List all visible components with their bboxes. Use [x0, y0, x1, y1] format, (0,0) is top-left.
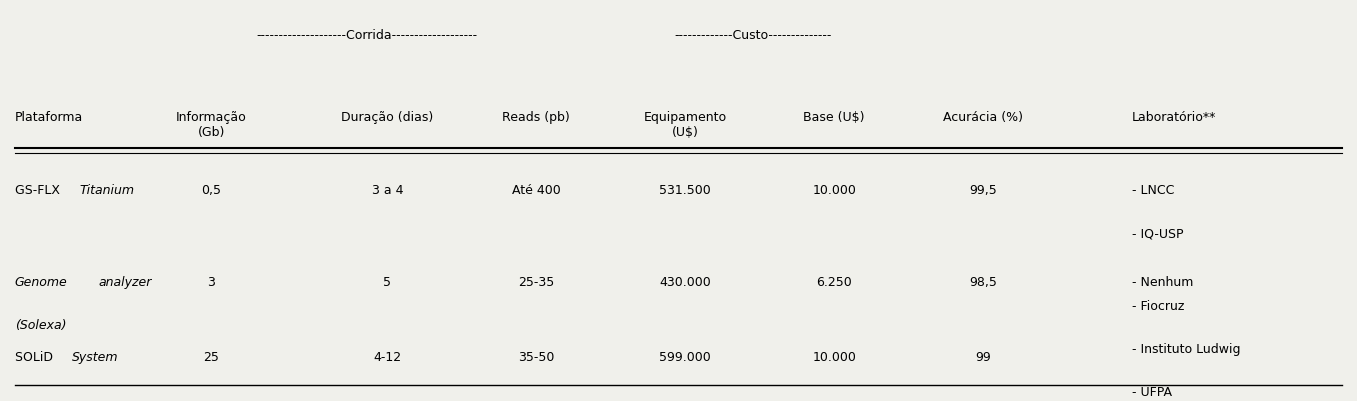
- Text: - IQ-USP: - IQ-USP: [1132, 227, 1183, 239]
- Text: 0,5: 0,5: [201, 183, 221, 196]
- Text: System: System: [72, 350, 118, 363]
- Text: --------------------Corrida-------------------: --------------------Corrida-------------…: [256, 29, 478, 42]
- Text: 35-50: 35-50: [518, 350, 555, 363]
- Text: SOLiD: SOLiD: [15, 350, 57, 363]
- Text: 25: 25: [204, 350, 220, 363]
- Text: (Solexa): (Solexa): [15, 318, 66, 331]
- Text: Informação
(Gb): Informação (Gb): [176, 111, 247, 139]
- Text: -------------Custo--------------: -------------Custo--------------: [674, 29, 832, 42]
- Text: 10.000: 10.000: [813, 183, 856, 196]
- Text: 25-35: 25-35: [518, 275, 555, 288]
- Text: Até 400: Até 400: [512, 183, 560, 196]
- Text: Acurácia (%): Acurácia (%): [943, 111, 1023, 124]
- Text: 99,5: 99,5: [969, 183, 997, 196]
- Text: Plataforma: Plataforma: [15, 111, 83, 124]
- Text: 430.000: 430.000: [660, 275, 711, 288]
- Text: 3: 3: [208, 275, 216, 288]
- Text: Genome: Genome: [15, 275, 68, 288]
- Text: Titanium: Titanium: [80, 183, 134, 196]
- Text: 3 a 4: 3 a 4: [372, 183, 403, 196]
- Text: Laboratório**: Laboratório**: [1132, 111, 1216, 124]
- Text: - Nenhum: - Nenhum: [1132, 275, 1194, 288]
- Text: 5: 5: [383, 275, 391, 288]
- Text: Duração (dias): Duração (dias): [341, 111, 433, 124]
- Text: 531.500: 531.500: [660, 183, 711, 196]
- Text: - UFPA: - UFPA: [1132, 385, 1172, 398]
- Text: 98,5: 98,5: [969, 275, 997, 288]
- Text: - LNCC: - LNCC: [1132, 183, 1175, 196]
- Text: analyzer: analyzer: [99, 275, 152, 288]
- Text: 99: 99: [976, 350, 991, 363]
- Text: Base (U$): Base (U$): [803, 111, 864, 124]
- Text: Reads (pb): Reads (pb): [502, 111, 570, 124]
- Text: - Fiocruz: - Fiocruz: [1132, 299, 1185, 312]
- Text: Equipamento
(U$): Equipamento (U$): [643, 111, 727, 139]
- Text: - Instituto Ludwig: - Instituto Ludwig: [1132, 342, 1240, 355]
- Text: 599.000: 599.000: [660, 350, 711, 363]
- Text: 10.000: 10.000: [813, 350, 856, 363]
- Text: 4-12: 4-12: [373, 350, 402, 363]
- Text: GS-FLX: GS-FLX: [15, 183, 64, 196]
- Text: 6.250: 6.250: [817, 275, 852, 288]
